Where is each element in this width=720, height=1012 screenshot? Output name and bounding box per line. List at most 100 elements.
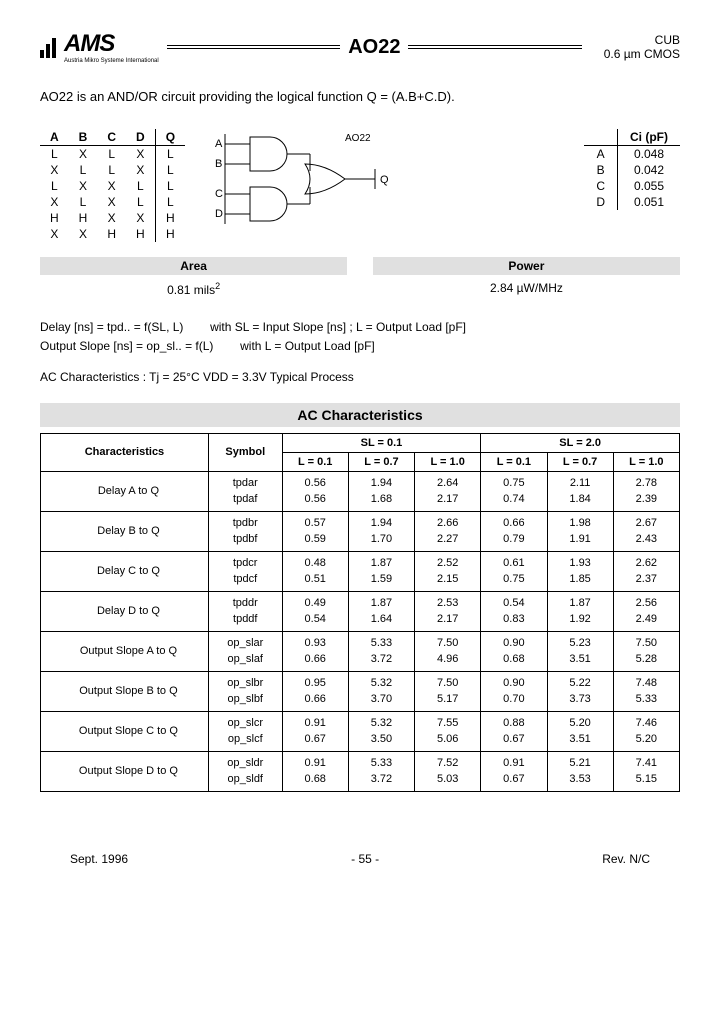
ci-value: 0.055 — [618, 178, 681, 194]
truth-cell: L — [155, 178, 185, 194]
footer-page: - 55 - — [351, 852, 379, 866]
area-label: Area — [40, 257, 347, 275]
logo-text: AMS — [64, 30, 114, 57]
ac-symbol-cell: tpdartpdaf — [208, 471, 282, 511]
truth-cell: X — [40, 226, 69, 242]
truth-cell: X — [97, 178, 126, 194]
ac-symbol-cell: op_slcrop_slcf — [208, 711, 282, 751]
power-block: Power 2.84 µW/MHz — [373, 257, 680, 303]
ac-col-char: Characteristics — [41, 433, 209, 471]
ac-value-cell: 2.672.43 — [613, 511, 679, 551]
top-blocks: ABCDQ LXLXLXLLXLLXXLLXLXLLHHXXHXXHHH A B… — [40, 129, 680, 242]
ac-symbol-cell: op_slbrop_slbf — [208, 671, 282, 711]
ac-group-header: SL = 0.1 — [282, 433, 481, 452]
truth-cell: X — [40, 162, 69, 178]
ac-characteristics-table: CharacteristicsSymbolSL = 0.1SL = 2.0L =… — [40, 433, 680, 792]
ams-bars-icon — [40, 36, 58, 58]
description: AO22 is an AND/OR circuit providing the … — [40, 89, 680, 104]
header-rule-right — [408, 45, 582, 49]
ac-value-cell: 5.233.51 — [547, 631, 613, 671]
ac-load-header: L = 1.0 — [415, 452, 481, 471]
truth-cell: X — [69, 178, 98, 194]
ac-value-cell: 0.540.83 — [481, 591, 547, 631]
ac-value-cell: 5.213.53 — [547, 751, 613, 791]
ac-value-cell: 5.323.70 — [348, 671, 414, 711]
ac-value-cell: 0.910.67 — [282, 711, 348, 751]
truth-cell: X — [126, 162, 155, 178]
ac-value-cell: 5.333.72 — [348, 751, 414, 791]
truth-cell: L — [97, 146, 126, 163]
ac-value-cell: 7.525.03 — [415, 751, 481, 791]
truth-cell: H — [40, 210, 69, 226]
truth-cell: L — [155, 194, 185, 210]
input-d: D — [215, 208, 223, 220]
ac-value-cell: 0.750.74 — [481, 471, 547, 511]
ci-pin: A — [584, 146, 617, 163]
ac-value-cell: 0.660.79 — [481, 511, 547, 551]
ac-char-cell: Delay B to Q — [41, 511, 209, 551]
truth-cell: H — [155, 210, 185, 226]
ac-value-cell: 0.880.67 — [481, 711, 547, 751]
truth-cell: L — [40, 178, 69, 194]
ac-symbol-cell: tpdbrtpdbf — [208, 511, 282, 551]
ac-value-cell: 0.490.54 — [282, 591, 348, 631]
truth-cell: L — [126, 194, 155, 210]
ac-value-cell: 2.522.15 — [415, 551, 481, 591]
truth-cell: L — [69, 162, 98, 178]
ac-value-cell: 2.642.17 — [415, 471, 481, 511]
ac-group-header: SL = 2.0 — [481, 433, 680, 452]
page-header: AMS Austria Mikro Systeme International … — [40, 30, 680, 64]
input-b: B — [215, 158, 222, 170]
input-a: A — [215, 138, 223, 150]
library-name: CUB — [590, 33, 680, 47]
ac-value-cell: 5.203.51 — [547, 711, 613, 751]
truth-cell: L — [155, 146, 185, 163]
ac-value-cell: 2.662.27 — [415, 511, 481, 551]
ac-value-cell: 5.333.72 — [348, 631, 414, 671]
ac-value-cell: 0.910.68 — [282, 751, 348, 791]
ac-col-sym: Symbol — [208, 433, 282, 471]
truth-header: B — [69, 129, 98, 146]
logic-diagram: A B C D Q AO22 — [215, 129, 554, 242]
ci-pin: D — [584, 194, 617, 210]
ac-char-cell: Output Slope D to Q — [41, 751, 209, 791]
ci-value: 0.042 — [618, 162, 681, 178]
ac-char-cell: Output Slope C to Q — [41, 711, 209, 751]
truth-cell: X — [126, 210, 155, 226]
ac-value-cell: 0.570.59 — [282, 511, 348, 551]
truth-header: D — [126, 129, 155, 146]
power-value: 2.84 µW/MHz — [373, 275, 680, 301]
delay-formula: Delay [ns] = tpd.. = f(SL, L) — [40, 320, 183, 334]
ac-value-cell: 1.871.64 — [348, 591, 414, 631]
ac-load-header: L = 0.1 — [481, 452, 547, 471]
ac-value-cell: 1.931.85 — [547, 551, 613, 591]
ac-value-cell: 1.871.59 — [348, 551, 414, 591]
ac-symbol-cell: op_sldrop_sldf — [208, 751, 282, 791]
diagram-label: AO22 — [345, 133, 371, 144]
truth-header: A — [40, 129, 69, 146]
ac-char-cell: Delay A to Q — [41, 471, 209, 511]
ac-title: AC Characteristics — [40, 403, 680, 427]
ac-value-cell: 0.950.66 — [282, 671, 348, 711]
ac-value-cell: 1.941.70 — [348, 511, 414, 551]
ac-value-cell: 7.505.28 — [613, 631, 679, 671]
truth-cell: L — [40, 146, 69, 163]
ac-value-cell: 0.900.68 — [481, 631, 547, 671]
ac-conditions: AC Characteristics : Tj = 25°C VDD = 3.3… — [40, 368, 680, 387]
truth-cell: X — [69, 226, 98, 242]
truth-cell: H — [155, 226, 185, 242]
ac-symbol-cell: tpddrtpddf — [208, 591, 282, 631]
truth-header: C — [97, 129, 126, 146]
ac-char-cell: Delay D to Q — [41, 591, 209, 631]
ac-symbol-cell: tpdcrtpdcf — [208, 551, 282, 591]
ac-load-header: L = 0.1 — [282, 452, 348, 471]
ac-value-cell: 7.505.17 — [415, 671, 481, 711]
ci-value: 0.048 — [618, 146, 681, 163]
ci-pin: B — [584, 162, 617, 178]
truth-cell: X — [126, 146, 155, 163]
ac-symbol-cell: op_slarop_slaf — [208, 631, 282, 671]
ac-load-header: L = 0.7 — [547, 452, 613, 471]
ac-value-cell: 7.504.96 — [415, 631, 481, 671]
ac-value-cell: 0.900.70 — [481, 671, 547, 711]
power-label: Power — [373, 257, 680, 275]
